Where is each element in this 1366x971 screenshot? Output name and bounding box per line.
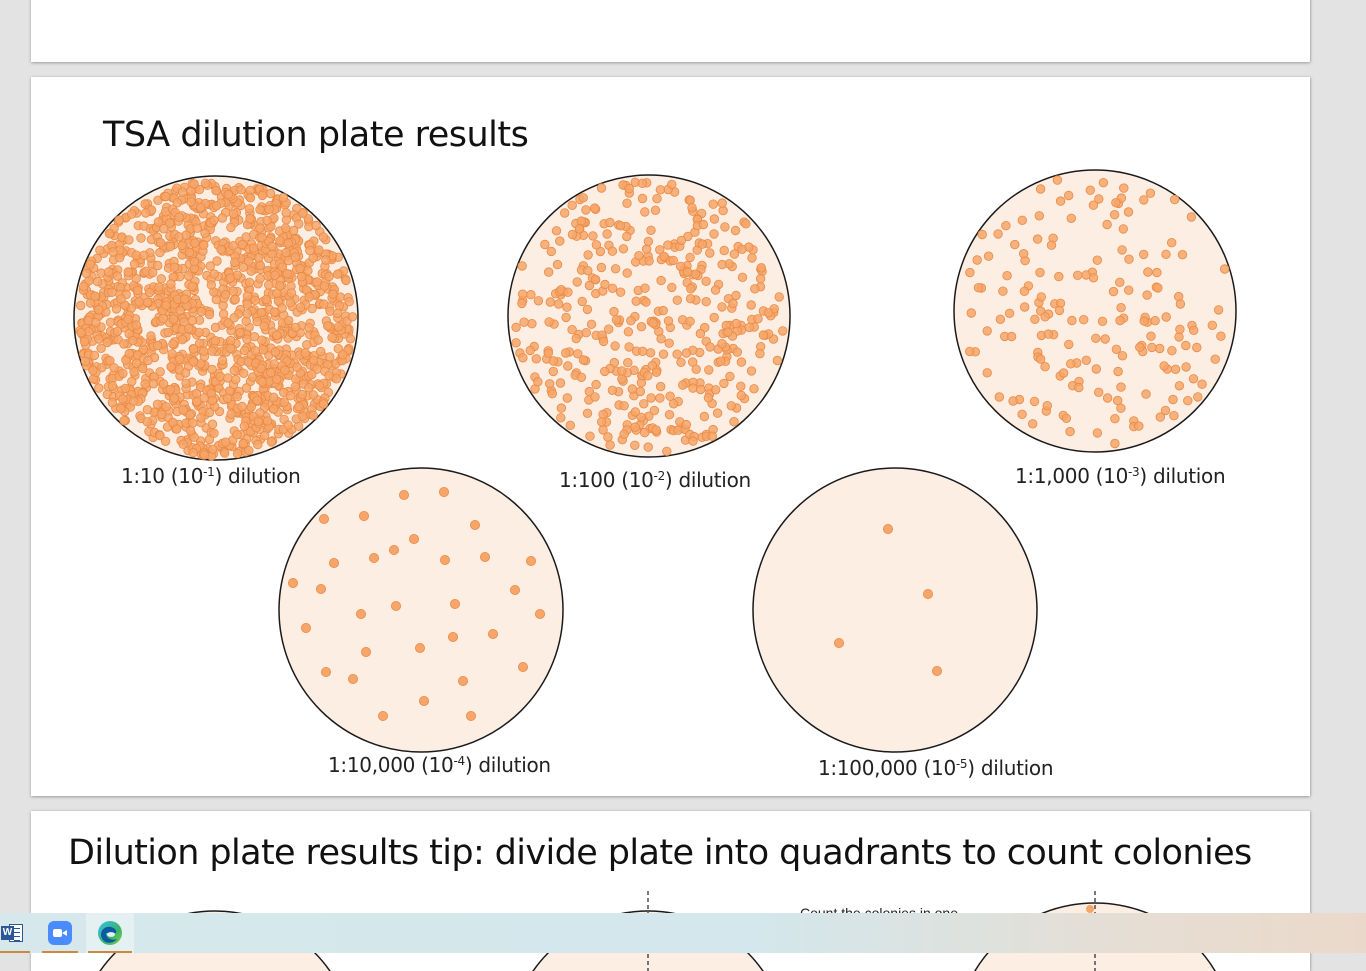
slide-viewer: TSA dilution plate results 1:10 (10-1) d… [31,0,1310,971]
plate-label: 1:10,000 (10-4) dilution [328,753,551,777]
petri-dish-icon [752,467,1038,753]
taskbar: W [0,913,1366,953]
petri-dish-icon [73,175,359,461]
word-icon: W [1,923,23,943]
colony-group [287,486,545,722]
slide-title: Dilution plate results tip: divide plate… [68,833,1252,873]
taskbar-edge-button[interactable] [86,913,134,953]
colony-group [75,178,358,461]
taskbar-word-button[interactable]: W [0,913,32,953]
slide-tsa-dilution-plate-results[interactable]: TSA dilution plate results 1:10 (10-1) d… [31,77,1310,796]
taskbar-zoom-button[interactable] [40,913,80,953]
slide-previous-thumbnail[interactable] [31,0,1310,62]
petri-dish-icon [953,169,1237,453]
plate-label: 1:100 (10-2) dilution [559,468,751,492]
plate-label: 1:1,000 (10-3) dilution [1015,464,1226,488]
colony-group [511,177,788,457]
slide-title: TSA dilution plate results [103,115,529,155]
plate-label: 1:100,000 (10-5) dilution [818,756,1054,780]
petri-dish-icon [507,174,791,458]
colony-group [965,175,1230,449]
zoom-icon [48,921,72,945]
petri-dish-icon [278,467,564,753]
colony-group [834,523,943,677]
edge-icon [98,921,122,945]
plate-label: 1:10 (10-1) dilution [121,464,301,488]
